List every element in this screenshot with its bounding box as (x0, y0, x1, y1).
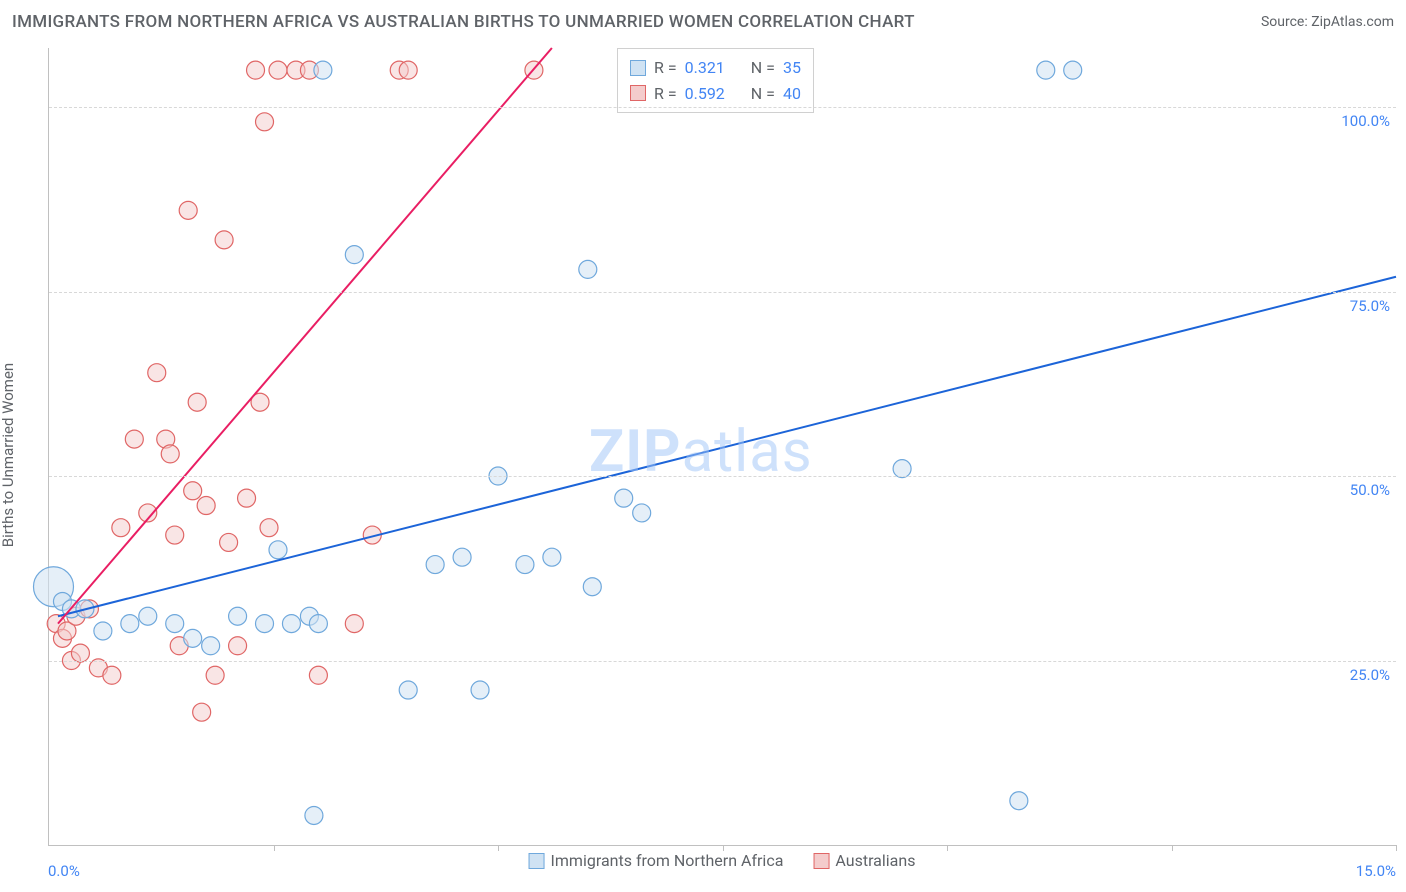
scatter-point (345, 615, 363, 633)
stats-row: R = 0.321N = 35 (630, 55, 801, 81)
scatter-point (215, 231, 233, 249)
n-value: 35 (783, 55, 801, 81)
x-tick (1396, 845, 1397, 851)
scatter-point (471, 681, 489, 699)
chart-container: IMMIGRANTS FROM NORTHERN AFRICA VS AUSTR… (0, 0, 1406, 892)
scatter-point (188, 393, 206, 411)
scatter-point (193, 703, 211, 721)
scatter-point (345, 246, 363, 264)
scatter-point (166, 526, 184, 544)
legend-label: Immigrants from Northern Africa (551, 851, 784, 870)
scatter-point (282, 615, 300, 633)
gridline (49, 107, 1396, 108)
scatter-point (179, 201, 197, 219)
scatter-point (94, 622, 112, 640)
scatter-point (202, 637, 220, 655)
scatter-point (184, 629, 202, 647)
scatter-point (206, 666, 224, 684)
plot-area: ZIPatlas R = 0.321N = 35R = 0.592N = 40 … (48, 48, 1396, 846)
chart-title: IMMIGRANTS FROM NORTHERN AFRICA VS AUSTR… (12, 12, 915, 32)
plot-svg (49, 48, 1396, 845)
y-axis-label: Births to Unmarried Women (0, 363, 17, 547)
stats-legend-box: R = 0.321N = 35R = 0.592N = 40 (617, 48, 814, 113)
scatter-point (256, 113, 274, 131)
r-value: 0.592 (685, 81, 725, 107)
scatter-point (247, 61, 265, 79)
scatter-point (269, 61, 287, 79)
trend-line (58, 48, 552, 624)
scatter-point (125, 430, 143, 448)
scatter-point (229, 637, 247, 655)
y-tick-label: 25.0% (1350, 666, 1390, 684)
scatter-point (71, 644, 89, 662)
scatter-point (426, 556, 444, 574)
scatter-point (220, 533, 238, 551)
scatter-point (229, 607, 247, 625)
scatter-point (103, 666, 121, 684)
bottom-legend: Immigrants from Northern Africa Australia… (529, 851, 916, 870)
x-min-label: 0.0% (48, 862, 80, 880)
y-tick-label: 100.0% (1341, 112, 1390, 130)
scatter-point (309, 666, 327, 684)
scatter-point (260, 519, 278, 537)
y-tick-label: 75.0% (1350, 297, 1390, 315)
r-value: 0.321 (685, 55, 725, 81)
source-label: Source: ZipAtlas.com (1261, 14, 1394, 30)
scatter-point (121, 615, 139, 633)
scatter-point (305, 806, 323, 824)
scatter-point (1010, 792, 1028, 810)
legend-item: Australians (813, 851, 915, 870)
scatter-point (1037, 61, 1055, 79)
legend-swatch (630, 85, 646, 101)
n-value: 40 (783, 81, 801, 107)
scatter-point (161, 445, 179, 463)
scatter-point (309, 615, 327, 633)
y-tick-label: 50.0% (1350, 481, 1390, 499)
scatter-point (893, 460, 911, 478)
scatter-point (633, 504, 651, 522)
stats-row: R = 0.592N = 40 (630, 81, 801, 107)
x-tick (1172, 845, 1173, 851)
scatter-point (197, 497, 215, 515)
scatter-point (516, 556, 534, 574)
legend-swatch (813, 853, 829, 869)
scatter-point (399, 61, 417, 79)
legend-swatch (630, 60, 646, 76)
scatter-point (256, 615, 274, 633)
x-tick (274, 845, 275, 851)
scatter-point (112, 519, 130, 537)
scatter-point (453, 548, 471, 566)
gridline (49, 476, 1396, 477)
scatter-point (139, 607, 157, 625)
trend-line (58, 277, 1396, 616)
scatter-point (1064, 61, 1082, 79)
scatter-point (184, 482, 202, 500)
scatter-point (579, 260, 597, 278)
scatter-point (166, 615, 184, 633)
scatter-point (269, 541, 287, 559)
scatter-point (148, 364, 166, 382)
x-max-label: 15.0% (1356, 862, 1396, 880)
legend-swatch (529, 853, 545, 869)
scatter-point (238, 489, 256, 507)
gridline (49, 661, 1396, 662)
x-tick (498, 845, 499, 851)
title-bar: IMMIGRANTS FROM NORTHERN AFRICA VS AUSTR… (12, 12, 1394, 32)
scatter-point (615, 489, 633, 507)
scatter-point (399, 681, 417, 699)
scatter-point (583, 578, 601, 596)
x-axis-labels: 0.0% 15.0% Immigrants from Northern Afri… (48, 852, 1396, 880)
legend-label: Australians (835, 851, 915, 870)
x-tick (947, 845, 948, 851)
gridline (49, 292, 1396, 293)
legend-item: Immigrants from Northern Africa (529, 851, 784, 870)
scatter-point (543, 548, 561, 566)
scatter-point (314, 61, 332, 79)
